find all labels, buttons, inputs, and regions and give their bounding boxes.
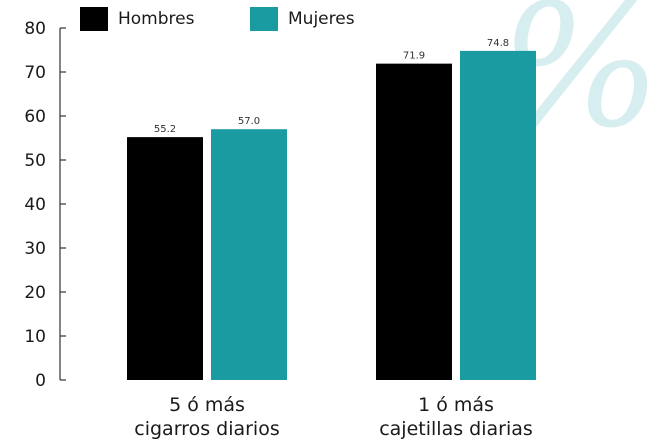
legend-swatch-mujeres	[250, 7, 278, 31]
bar-hombres-1	[376, 63, 452, 380]
bars: 55.2 57.0 71.9 74.8	[127, 38, 536, 380]
x-label-0-line-1: cigarros diarios	[134, 418, 279, 440]
bar-mujeres-1	[460, 50, 536, 380]
y-axis-ticks: 0 10 20 30 40 50 60 70 80	[24, 19, 66, 391]
y-tick-label-70: 70	[24, 63, 46, 83]
y-tick-label-80: 80	[24, 19, 46, 39]
y-tick-label-30: 30	[24, 239, 46, 259]
y-tick-label-50: 50	[24, 151, 46, 171]
legend-swatch-hombres	[80, 7, 108, 31]
data-label-mujeres-1: 74.8	[487, 38, 509, 49]
y-tick-label-40: 40	[24, 195, 46, 215]
x-label-1-line-1: cajetillas diarias	[379, 418, 533, 440]
bar-mujeres-0	[211, 129, 287, 380]
y-tick-label-10: 10	[24, 327, 46, 347]
x-label-0-line-0: 5 ó más	[169, 394, 245, 416]
legend-label-hombres: Hombres	[118, 9, 195, 29]
legend: Hombres Mujeres	[80, 7, 355, 31]
y-tick-label-0: 0	[35, 371, 46, 391]
data-label-mujeres-0: 57.0	[238, 116, 260, 127]
data-label-hombres-1: 71.9	[403, 51, 425, 62]
x-label-1-line-0: 1 ó más	[418, 394, 494, 416]
y-tick-label-60: 60	[24, 107, 46, 127]
data-label-hombres-0: 55.2	[154, 124, 176, 135]
bar-hombres-0	[127, 137, 203, 380]
legend-label-mujeres: Mujeres	[288, 9, 355, 29]
y-tick-label-20: 20	[24, 283, 46, 303]
